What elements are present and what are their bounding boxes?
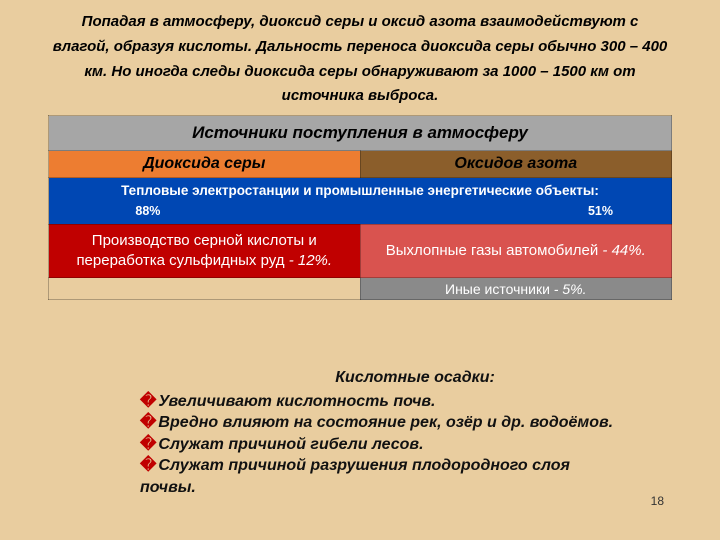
cell-sulfuric-acid: Производство серной кислоты и переработк… bbox=[49, 224, 361, 278]
row-power-plants: Тепловые электростанции и промышленные э… bbox=[49, 178, 672, 225]
sources-table: Источники поступления в атмосферу Диокси… bbox=[48, 115, 672, 300]
exhaust-text: Выхлопные газы автомобилей bbox=[386, 242, 599, 259]
intro-paragraph: Попадая в атмосферу, диоксид серы и окси… bbox=[48, 10, 672, 109]
other-sources-text: Иные источники bbox=[445, 281, 550, 297]
column-header-nitrogen: Оксидов азота bbox=[360, 151, 672, 178]
cell-exhaust: Выхлопные газы автомобилей - 44%. bbox=[360, 224, 672, 278]
list-item: Служат причиной гибели лесов. bbox=[140, 434, 630, 456]
list-item: Увеличивают кислотность почв. bbox=[140, 391, 630, 413]
power-plants-percents: 88% 51% bbox=[49, 202, 671, 224]
cell-other-sources: Иные источники - 5%. bbox=[360, 278, 672, 300]
column-header-sulfur: Диоксида серы bbox=[49, 151, 361, 178]
sulfuric-acid-pct: - 12%. bbox=[289, 252, 332, 269]
list-item: Вредно влияют на состояние рек, озёр и д… bbox=[140, 412, 630, 434]
overlay-title: Кислотные осадки: bbox=[200, 367, 630, 389]
power-plants-text: Тепловые электростанции и промышленные э… bbox=[49, 178, 671, 202]
cell-empty bbox=[49, 278, 361, 300]
sulfuric-acid-text: Производство серной кислоты и переработк… bbox=[76, 232, 316, 269]
list-item: Служат причиной разрушения плодородного … bbox=[140, 455, 630, 498]
slide-page: Попадая в атмосферу, диоксид серы и окси… bbox=[0, 0, 720, 540]
page-number: 18 bbox=[651, 494, 664, 508]
overlay-list: Увеличивают кислотность почв. Вредно вли… bbox=[140, 391, 630, 499]
pct-sulfur-power: 88% bbox=[57, 204, 239, 218]
acid-rain-overlay: Кислотные осадки: Увеличивают кислотност… bbox=[140, 367, 630, 499]
exhaust-pct: - 44%. bbox=[602, 242, 645, 259]
pct-nitrogen-power: 51% bbox=[239, 204, 663, 218]
table-header: Источники поступления в атмосферу bbox=[49, 116, 672, 151]
other-sources-pct: - 5%. bbox=[554, 281, 587, 297]
